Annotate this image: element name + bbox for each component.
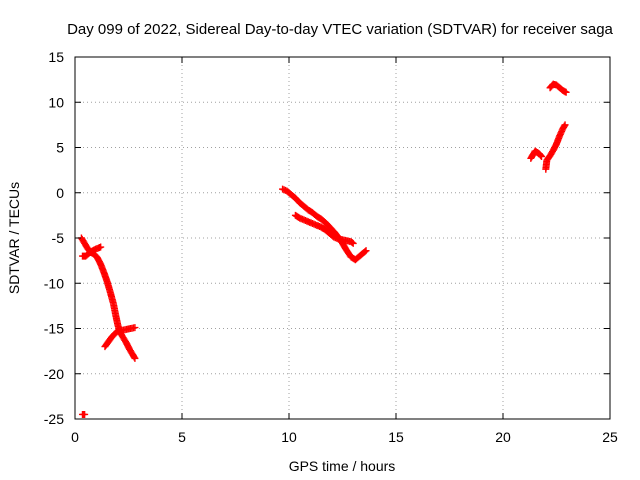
y-tick-label: -25 [44, 411, 64, 427]
series-satellite-arc-3 [101, 324, 139, 351]
data-point [537, 152, 545, 160]
y-tick-label: 10 [48, 94, 64, 110]
y-tick-label: 5 [56, 140, 64, 156]
data-point [362, 247, 370, 255]
data-point [349, 239, 357, 247]
x-tick-label: 5 [178, 429, 186, 445]
y-tick-label: -15 [44, 321, 64, 337]
x-tick-label: 0 [71, 429, 79, 445]
series-satellite-arc-5 [279, 185, 370, 264]
y-tick-label: -10 [44, 275, 64, 291]
data-point [538, 153, 546, 161]
series-satellite-arc-4 [78, 410, 89, 418]
data-point [97, 243, 105, 251]
data-point [562, 88, 570, 96]
y-axis-label: SDTVAR / TECUs [6, 182, 22, 294]
series-satellite-arc-2 [78, 243, 105, 260]
chart-title: Day 099 of 2022, Sidereal Day-to-day VTE… [67, 21, 613, 38]
y-tick-label: 15 [48, 49, 64, 65]
data-point [361, 248, 369, 256]
y-tick-label: -20 [44, 366, 64, 382]
series-satellite-arc-6 [291, 211, 357, 247]
grid-layer [75, 57, 610, 419]
x-tick-label: 15 [388, 429, 404, 445]
tick-layer: 0 5 10 15 20 25 -25 -20 -15 -10 -5 0 5 10 15 [44, 49, 618, 445]
series-satellite-arc-1 [77, 234, 139, 362]
data-point [560, 122, 568, 130]
series-satellite-arc-9 [546, 80, 570, 96]
x-tick-label: 10 [281, 429, 297, 445]
x-tick-label: 25 [602, 429, 618, 445]
data-point [131, 354, 139, 362]
data-point [561, 121, 569, 129]
data-point [81, 410, 89, 418]
series-satellite-arc-8 [542, 121, 569, 173]
x-axis-label: GPS time / hours [289, 458, 396, 474]
y-tick-label: 0 [56, 185, 64, 201]
series-layer [77, 80, 570, 418]
data-point [131, 324, 139, 332]
data-point [348, 239, 356, 247]
x-tick-label: 20 [495, 429, 511, 445]
series-satellite-arc-7 [527, 147, 546, 162]
y-tick-label: -5 [52, 230, 65, 246]
data-point [130, 353, 138, 361]
